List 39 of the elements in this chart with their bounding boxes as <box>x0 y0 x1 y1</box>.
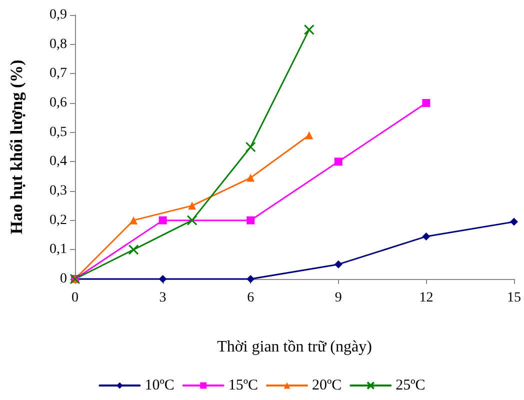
point <box>304 24 314 35</box>
point <box>128 244 139 255</box>
y-tick-label: 0,7 <box>50 66 67 82</box>
y-tick-label: 0,5 <box>50 124 67 140</box>
y-tick-label: 0,2 <box>50 212 67 228</box>
point <box>246 216 255 224</box>
legend-label: 15ºC <box>228 378 258 394</box>
point <box>246 174 255 182</box>
x-axis-title: Thời gian tồn trữ (ngày) <box>217 338 372 356</box>
point <box>158 216 167 224</box>
y-tick-label: 0,9 <box>50 8 67 22</box>
legend-label: 10ºC <box>144 378 174 394</box>
x-tick-label: 12 <box>419 290 434 306</box>
legend-label: 20ºC <box>312 378 342 394</box>
point <box>305 131 314 140</box>
x-tick-label: 15 <box>507 290 521 306</box>
y-tick-label: 0,8 <box>50 36 67 52</box>
point <box>186 215 198 226</box>
x-tick-label: 0 <box>72 290 78 306</box>
y-axis-title: Hao hụt khối lượng (%) <box>7 60 26 234</box>
point <box>510 218 518 226</box>
point <box>158 275 167 283</box>
point <box>334 260 342 268</box>
x-tick-label: 3 <box>159 290 166 306</box>
x-tick-label: 6 <box>247 290 254 306</box>
y-tick-label: 0,3 <box>50 184 67 198</box>
x-tick-label: 9 <box>334 290 342 306</box>
point <box>245 142 256 152</box>
point <box>422 99 430 107</box>
legend-label: 25ºC <box>396 378 426 394</box>
point <box>334 158 342 166</box>
y-tick-label: 0 <box>60 272 67 286</box>
point <box>188 202 196 210</box>
point <box>422 232 430 240</box>
y-tick-label: 0,4 <box>50 154 67 170</box>
point <box>130 216 138 224</box>
y-tick-label: 0,6 <box>50 96 67 110</box>
y-tick-label: 0,1 <box>50 242 67 258</box>
point <box>246 275 255 283</box>
